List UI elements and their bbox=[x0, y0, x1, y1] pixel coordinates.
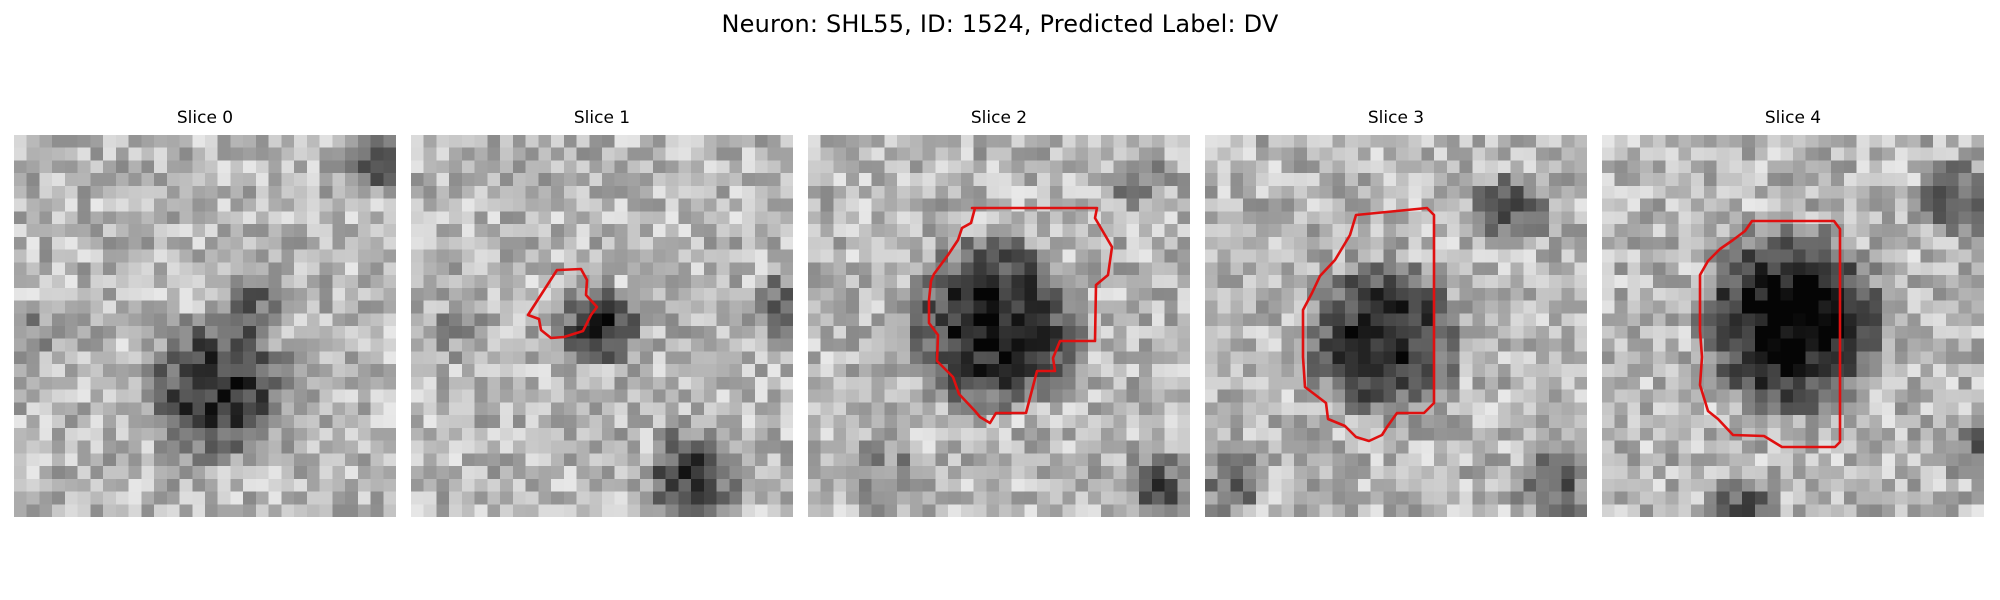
figure-title: Neuron: SHL55, ID: 1524, Predicted Label… bbox=[721, 10, 1279, 38]
segmentation-contour bbox=[1301, 206, 1436, 443]
slice-title: Slice 3 bbox=[1367, 108, 1425, 128]
slice-title: Slice 1 bbox=[573, 108, 631, 128]
slice-image bbox=[808, 135, 1190, 517]
segmentation-contour bbox=[927, 206, 1114, 425]
slice-title: Slice 2 bbox=[970, 108, 1028, 128]
slice-image bbox=[1602, 135, 1984, 517]
slice-image bbox=[411, 135, 793, 517]
segmentation-contour bbox=[526, 267, 599, 340]
slice-image bbox=[1205, 135, 1587, 517]
segmentation-contour bbox=[1698, 219, 1842, 449]
slice-title: Slice 4 bbox=[1764, 108, 1822, 128]
slice-title: Slice 0 bbox=[176, 108, 234, 128]
slice-image bbox=[14, 135, 396, 517]
